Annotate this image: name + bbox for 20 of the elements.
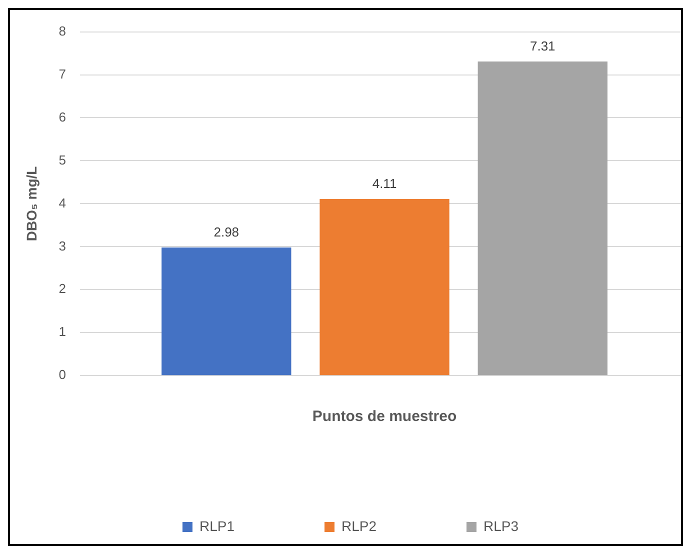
data-label: 4.11 [372, 176, 397, 192]
bar [478, 61, 608, 376]
y-tick-label: 3 [58, 238, 66, 254]
x-axis-title: Puntos de muestreo [312, 408, 457, 426]
y-tick-label: 1 [58, 324, 66, 340]
y-tick-label: 4 [58, 195, 66, 210]
legend-label: RLP2 [341, 518, 377, 534]
bar [162, 248, 292, 376]
y-tick-label: 5 [58, 152, 66, 168]
y-tick-label: 2 [58, 281, 66, 296]
y-tick-label: 0 [58, 367, 66, 382]
y-tick-label: 8 [58, 23, 66, 38]
data-label: 7.31 [530, 38, 556, 54]
data-label: 2.98 [214, 224, 240, 240]
legend-label: RLP3 [484, 518, 519, 534]
y-axis-title: DBO₅ mg/L [23, 166, 40, 242]
bar [320, 198, 450, 376]
y-tick-label: 6 [58, 109, 66, 124]
y-tick-label: 7 [58, 66, 66, 82]
legend-label: RLP1 [199, 518, 235, 534]
